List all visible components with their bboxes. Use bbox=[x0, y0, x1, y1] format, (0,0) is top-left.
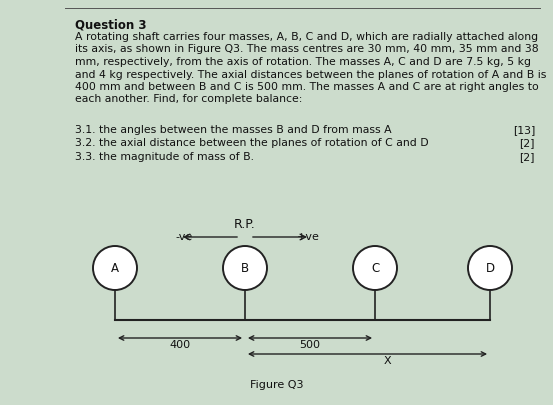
Text: -ve: -ve bbox=[176, 232, 193, 242]
Circle shape bbox=[223, 246, 267, 290]
Text: 400: 400 bbox=[169, 340, 191, 350]
Text: 3.2. the axial distance between the planes of rotation of C and D: 3.2. the axial distance between the plan… bbox=[75, 139, 429, 149]
Text: and 4 kg respectively. The axial distances between the planes of rotation of A a: and 4 kg respectively. The axial distanc… bbox=[75, 70, 546, 79]
Circle shape bbox=[353, 246, 397, 290]
Circle shape bbox=[468, 246, 512, 290]
Text: 500: 500 bbox=[300, 340, 321, 350]
Text: Question 3: Question 3 bbox=[75, 18, 147, 31]
Text: 3.3. the magnitude of mass of B.: 3.3. the magnitude of mass of B. bbox=[75, 152, 254, 162]
Text: R.P.: R.P. bbox=[234, 218, 256, 231]
Text: A: A bbox=[111, 262, 119, 275]
Text: C: C bbox=[371, 262, 379, 275]
Text: Figure Q3: Figure Q3 bbox=[251, 380, 304, 390]
Text: +ve: +ve bbox=[297, 232, 320, 242]
Text: [2]: [2] bbox=[519, 139, 535, 149]
Text: X: X bbox=[384, 356, 392, 366]
Text: each another. Find, for complete balance:: each another. Find, for complete balance… bbox=[75, 94, 302, 104]
Text: A rotating shaft carries four masses, A, B, C and D, which are radially attached: A rotating shaft carries four masses, A,… bbox=[75, 32, 538, 42]
Text: its axis, as shown in Figure Q3. The mass centres are 30 mm, 40 mm, 35 mm and 38: its axis, as shown in Figure Q3. The mas… bbox=[75, 45, 539, 55]
Text: 400 mm and between B and C is 500 mm. The masses A and C are at right angles to: 400 mm and between B and C is 500 mm. Th… bbox=[75, 82, 539, 92]
Text: [2]: [2] bbox=[519, 152, 535, 162]
Text: mm, respectively, from the axis of rotation. The masses A, C and D are 7.5 kg, 5: mm, respectively, from the axis of rotat… bbox=[75, 57, 531, 67]
Text: 3.1. the angles between the masses B and D from mass A: 3.1. the angles between the masses B and… bbox=[75, 125, 392, 135]
Text: B: B bbox=[241, 262, 249, 275]
Text: D: D bbox=[486, 262, 494, 275]
Text: [13]: [13] bbox=[513, 125, 535, 135]
Circle shape bbox=[93, 246, 137, 290]
